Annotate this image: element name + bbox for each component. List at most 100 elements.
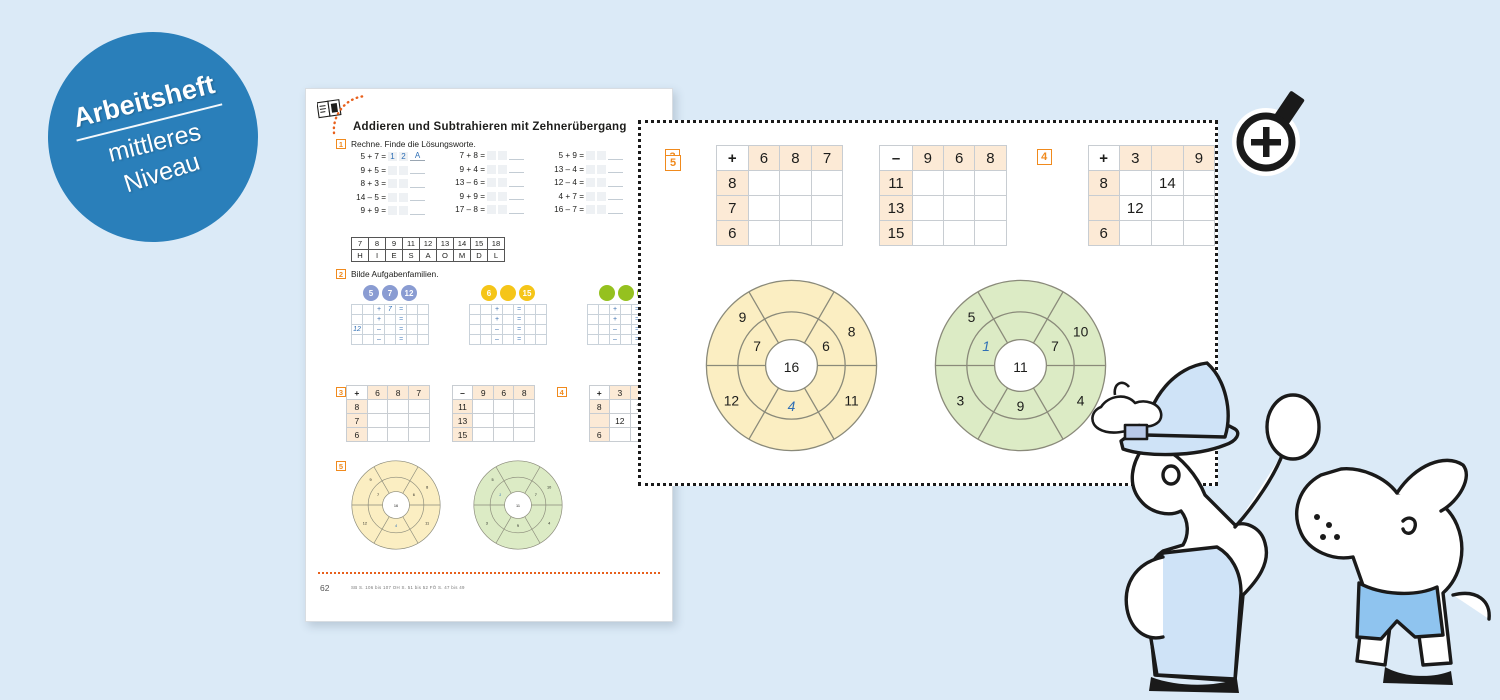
- family-grid-cell[interactable]: [480, 314, 492, 325]
- table-answer-cell[interactable]: [1150, 220, 1184, 246]
- answer-box-ones[interactable]: [498, 191, 507, 201]
- table-column-header[interactable]: 3: [1118, 145, 1152, 171]
- family-grid-cell[interactable]: +: [491, 304, 503, 315]
- solution-letter-slot[interactable]: [509, 152, 524, 160]
- table-column-header[interactable]: 8: [974, 145, 1007, 171]
- table-row-header[interactable]: 15: [879, 220, 913, 246]
- table-row-header[interactable]: 6: [716, 220, 749, 246]
- table-row-header[interactable]: 8: [1087, 170, 1120, 196]
- answer-box-ones[interactable]: [399, 179, 408, 189]
- wheel-number[interactable]: 7: [1051, 338, 1059, 354]
- wheel-number[interactable]: 11: [844, 393, 859, 409]
- table-row-header[interactable]: 15: [451, 427, 474, 442]
- table-answer-cell[interactable]: [492, 413, 515, 428]
- solution-letter-slot[interactable]: [608, 179, 623, 187]
- answer-box-tens[interactable]: [487, 205, 496, 215]
- family-grid-cell[interactable]: =: [513, 324, 525, 335]
- callout-exercise-3-table[interactable]: +6 8 7 8 7 6: [716, 145, 844, 246]
- answer-box-tens[interactable]: [487, 151, 496, 160]
- answer-box-ones[interactable]: [597, 205, 606, 215]
- family-grid-cell[interactable]: [469, 334, 481, 345]
- table-answer-cell[interactable]: [747, 170, 781, 196]
- table-row-header[interactable]: 13: [879, 195, 913, 221]
- family-grid-cell[interactable]: [351, 314, 363, 325]
- table-answer-cell[interactable]: [911, 170, 944, 196]
- family-grid-cell[interactable]: [598, 304, 610, 315]
- wheel-number[interactable]: 4: [788, 398, 796, 414]
- answer-box-ones[interactable]: [498, 205, 507, 215]
- table-column-header[interactable]: 9: [472, 385, 494, 400]
- family-grid-cell[interactable]: 7: [384, 304, 396, 315]
- family-grid-cell[interactable]: [524, 314, 536, 325]
- table-answer-cell[interactable]: [911, 220, 944, 246]
- table-answer-cell[interactable]: [387, 413, 409, 428]
- table-answer-cell[interactable]: [513, 413, 535, 428]
- wheel-number[interactable]: 6: [413, 493, 415, 497]
- wheel-number[interactable]: 9: [739, 309, 747, 325]
- family-grid-cell[interactable]: +: [609, 304, 621, 315]
- family-grid-cell[interactable]: [620, 314, 632, 325]
- answer-box-tens[interactable]: [586, 205, 595, 215]
- answer-box-tens[interactable]: [388, 165, 397, 175]
- family-grid-cell[interactable]: [620, 334, 632, 345]
- table-column-header[interactable]: 8: [779, 145, 812, 171]
- family-grid-cell[interactable]: [502, 334, 514, 345]
- family-grid-cell[interactable]: [417, 324, 429, 335]
- solution-letter-slot[interactable]: [410, 180, 425, 188]
- family-grid-cell[interactable]: [480, 304, 492, 315]
- wheel-number[interactable]: 5: [491, 478, 493, 482]
- wheel-number[interactable]: 8: [426, 485, 428, 489]
- table-answer-cell[interactable]: [407, 413, 430, 428]
- solution-letter-slot[interactable]: [608, 165, 623, 174]
- family-grid-cell[interactable]: [384, 314, 396, 325]
- answer-box-tens[interactable]: [586, 151, 595, 160]
- solution-letter-slot[interactable]: [509, 192, 524, 201]
- table-answer-cell[interactable]: [1182, 170, 1215, 196]
- family-grid-cell[interactable]: [535, 314, 547, 325]
- wheel-number[interactable]: 9: [1017, 398, 1025, 414]
- family-grid-cell[interactable]: [362, 314, 374, 325]
- table-row-header[interactable]: 11: [879, 170, 913, 196]
- answer-box-ones[interactable]: 2: [399, 151, 408, 161]
- table-column-header[interactable]: 6: [942, 145, 976, 171]
- family-grid-cell[interactable]: [524, 304, 536, 315]
- family-grid-cell[interactable]: [417, 334, 429, 345]
- family-grid[interactable]: + = + = – = – =: [469, 304, 547, 345]
- family-grid-cell[interactable]: [351, 304, 363, 315]
- answer-box-tens[interactable]: [388, 192, 397, 202]
- wheel-number[interactable]: 5: [968, 309, 976, 325]
- wheel-number[interactable]: 7: [535, 493, 537, 497]
- family-grid-cell[interactable]: [469, 314, 481, 325]
- table-answer-cell[interactable]: [747, 195, 781, 221]
- number-wheel-green[interactable]: 11 7 1 9 5 10 4 3: [928, 273, 1113, 458]
- table-answer-cell[interactable]: [810, 195, 844, 221]
- table-row-header[interactable]: 6: [346, 427, 368, 442]
- family-grid-cell[interactable]: [598, 334, 610, 345]
- family-grid-cell[interactable]: [362, 334, 374, 345]
- solution-letter-slot[interactable]: [608, 192, 623, 201]
- wheel-number[interactable]: 9: [369, 478, 371, 482]
- table-row-header[interactable]: 11: [451, 399, 474, 414]
- table-answer-cell[interactable]: [942, 195, 976, 221]
- family-grid-cell[interactable]: [587, 304, 599, 315]
- wheel-number[interactable]: 4: [395, 524, 397, 528]
- answer-box-tens[interactable]: 1: [388, 151, 397, 161]
- answer-box-ones[interactable]: [597, 164, 606, 174]
- solution-letter-slot[interactable]: [509, 165, 524, 174]
- table-row-header[interactable]: 8: [346, 399, 368, 414]
- answer-box-tens[interactable]: [487, 178, 496, 188]
- family-grid-cell[interactable]: [480, 324, 492, 335]
- table-answer-cell[interactable]: [608, 399, 631, 414]
- family-grid-cell[interactable]: –: [609, 334, 621, 345]
- table-answer-cell[interactable]: [608, 427, 631, 442]
- table-answer-cell[interactable]: [810, 170, 844, 196]
- table-column-header[interactable]: 9: [1182, 145, 1215, 171]
- table-answer-cell[interactable]: [779, 195, 812, 221]
- wheel-number[interactable]: 1: [499, 493, 501, 497]
- table-answer-cell[interactable]: [366, 427, 389, 442]
- table-answer-cell[interactable]: [1118, 170, 1152, 196]
- solution-letter-slot[interactable]: [410, 193, 425, 202]
- family-grid-cell[interactable]: [502, 304, 514, 315]
- wheel-number[interactable]: 7: [377, 493, 379, 497]
- family-grid-cell[interactable]: [535, 334, 547, 345]
